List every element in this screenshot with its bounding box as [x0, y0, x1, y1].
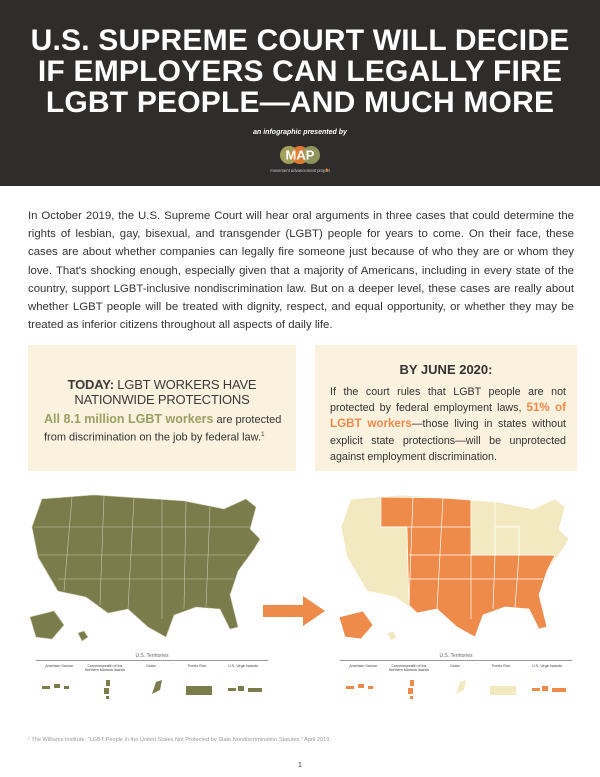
footnote: ¹ The Williams Institute. "LGBT People i… [28, 737, 331, 743]
intro-paragraph: In October 2019, the U.S. Supreme Court … [28, 210, 574, 332]
today-box: TODAY: LGBT WORKERS HAVE NATIONWIDE PROT… [28, 345, 296, 471]
june-title: BY JUNE 2020: [399, 362, 493, 377]
header-banner: U.S. SUPREME COURT WILL DECIDE IF EMPLOY… [0, 0, 600, 186]
territory-label: U.S. Virgin Islands [228, 664, 258, 668]
territory-label: American Samoa [45, 664, 73, 668]
presented-by-text: an infographic presented by [253, 129, 347, 136]
territories-title: U.S. Territories [36, 653, 268, 661]
june-box: BY JUNE 2020: If the court rules that LG… [315, 345, 577, 471]
territory-label: Commonwealth of the Northern Mariana Isl… [388, 664, 430, 672]
page-number: 1 [298, 762, 302, 769]
today-body: All 8.1 million LGBT workers are protect… [44, 412, 282, 444]
territory-label: U.S. Virgin Islands [532, 664, 562, 668]
territory-label: Commonwealth of the Northern Mariana Isl… [84, 664, 126, 672]
territory-label: Puerto Rico [187, 664, 207, 668]
territory-label: Puerto Rico [491, 664, 511, 668]
territories-today: U.S. Territories American Samoa Commonwe… [36, 653, 268, 703]
territory-shapes [346, 680, 566, 699]
us-map-today [29, 494, 261, 642]
territory-shapes [42, 680, 262, 699]
territory-label: Guam [450, 664, 460, 668]
logo-letters: MAP [286, 148, 315, 163]
territory-label: Guam [146, 664, 156, 668]
logo-tagline: movement advancement project [270, 168, 330, 173]
territories-june-2020: U.S. Territories American Samoa Commonwe… [340, 653, 572, 703]
map-logo: MAP movement advancement project [270, 146, 331, 173]
territory-label: American Samoa [349, 664, 377, 668]
june-body: If the court rules that LGBT people are … [330, 386, 566, 463]
page-title: U.S. SUPREME COURT WILL DECIDE IF EMPLOY… [30, 24, 570, 119]
territories-title: U.S. Territories [340, 653, 572, 661]
arrow-icon [263, 596, 325, 626]
today-title: TODAY: LGBT WORKERS HAVE NATIONWIDE PROT… [67, 377, 257, 407]
us-map-june-2020 [338, 494, 570, 642]
